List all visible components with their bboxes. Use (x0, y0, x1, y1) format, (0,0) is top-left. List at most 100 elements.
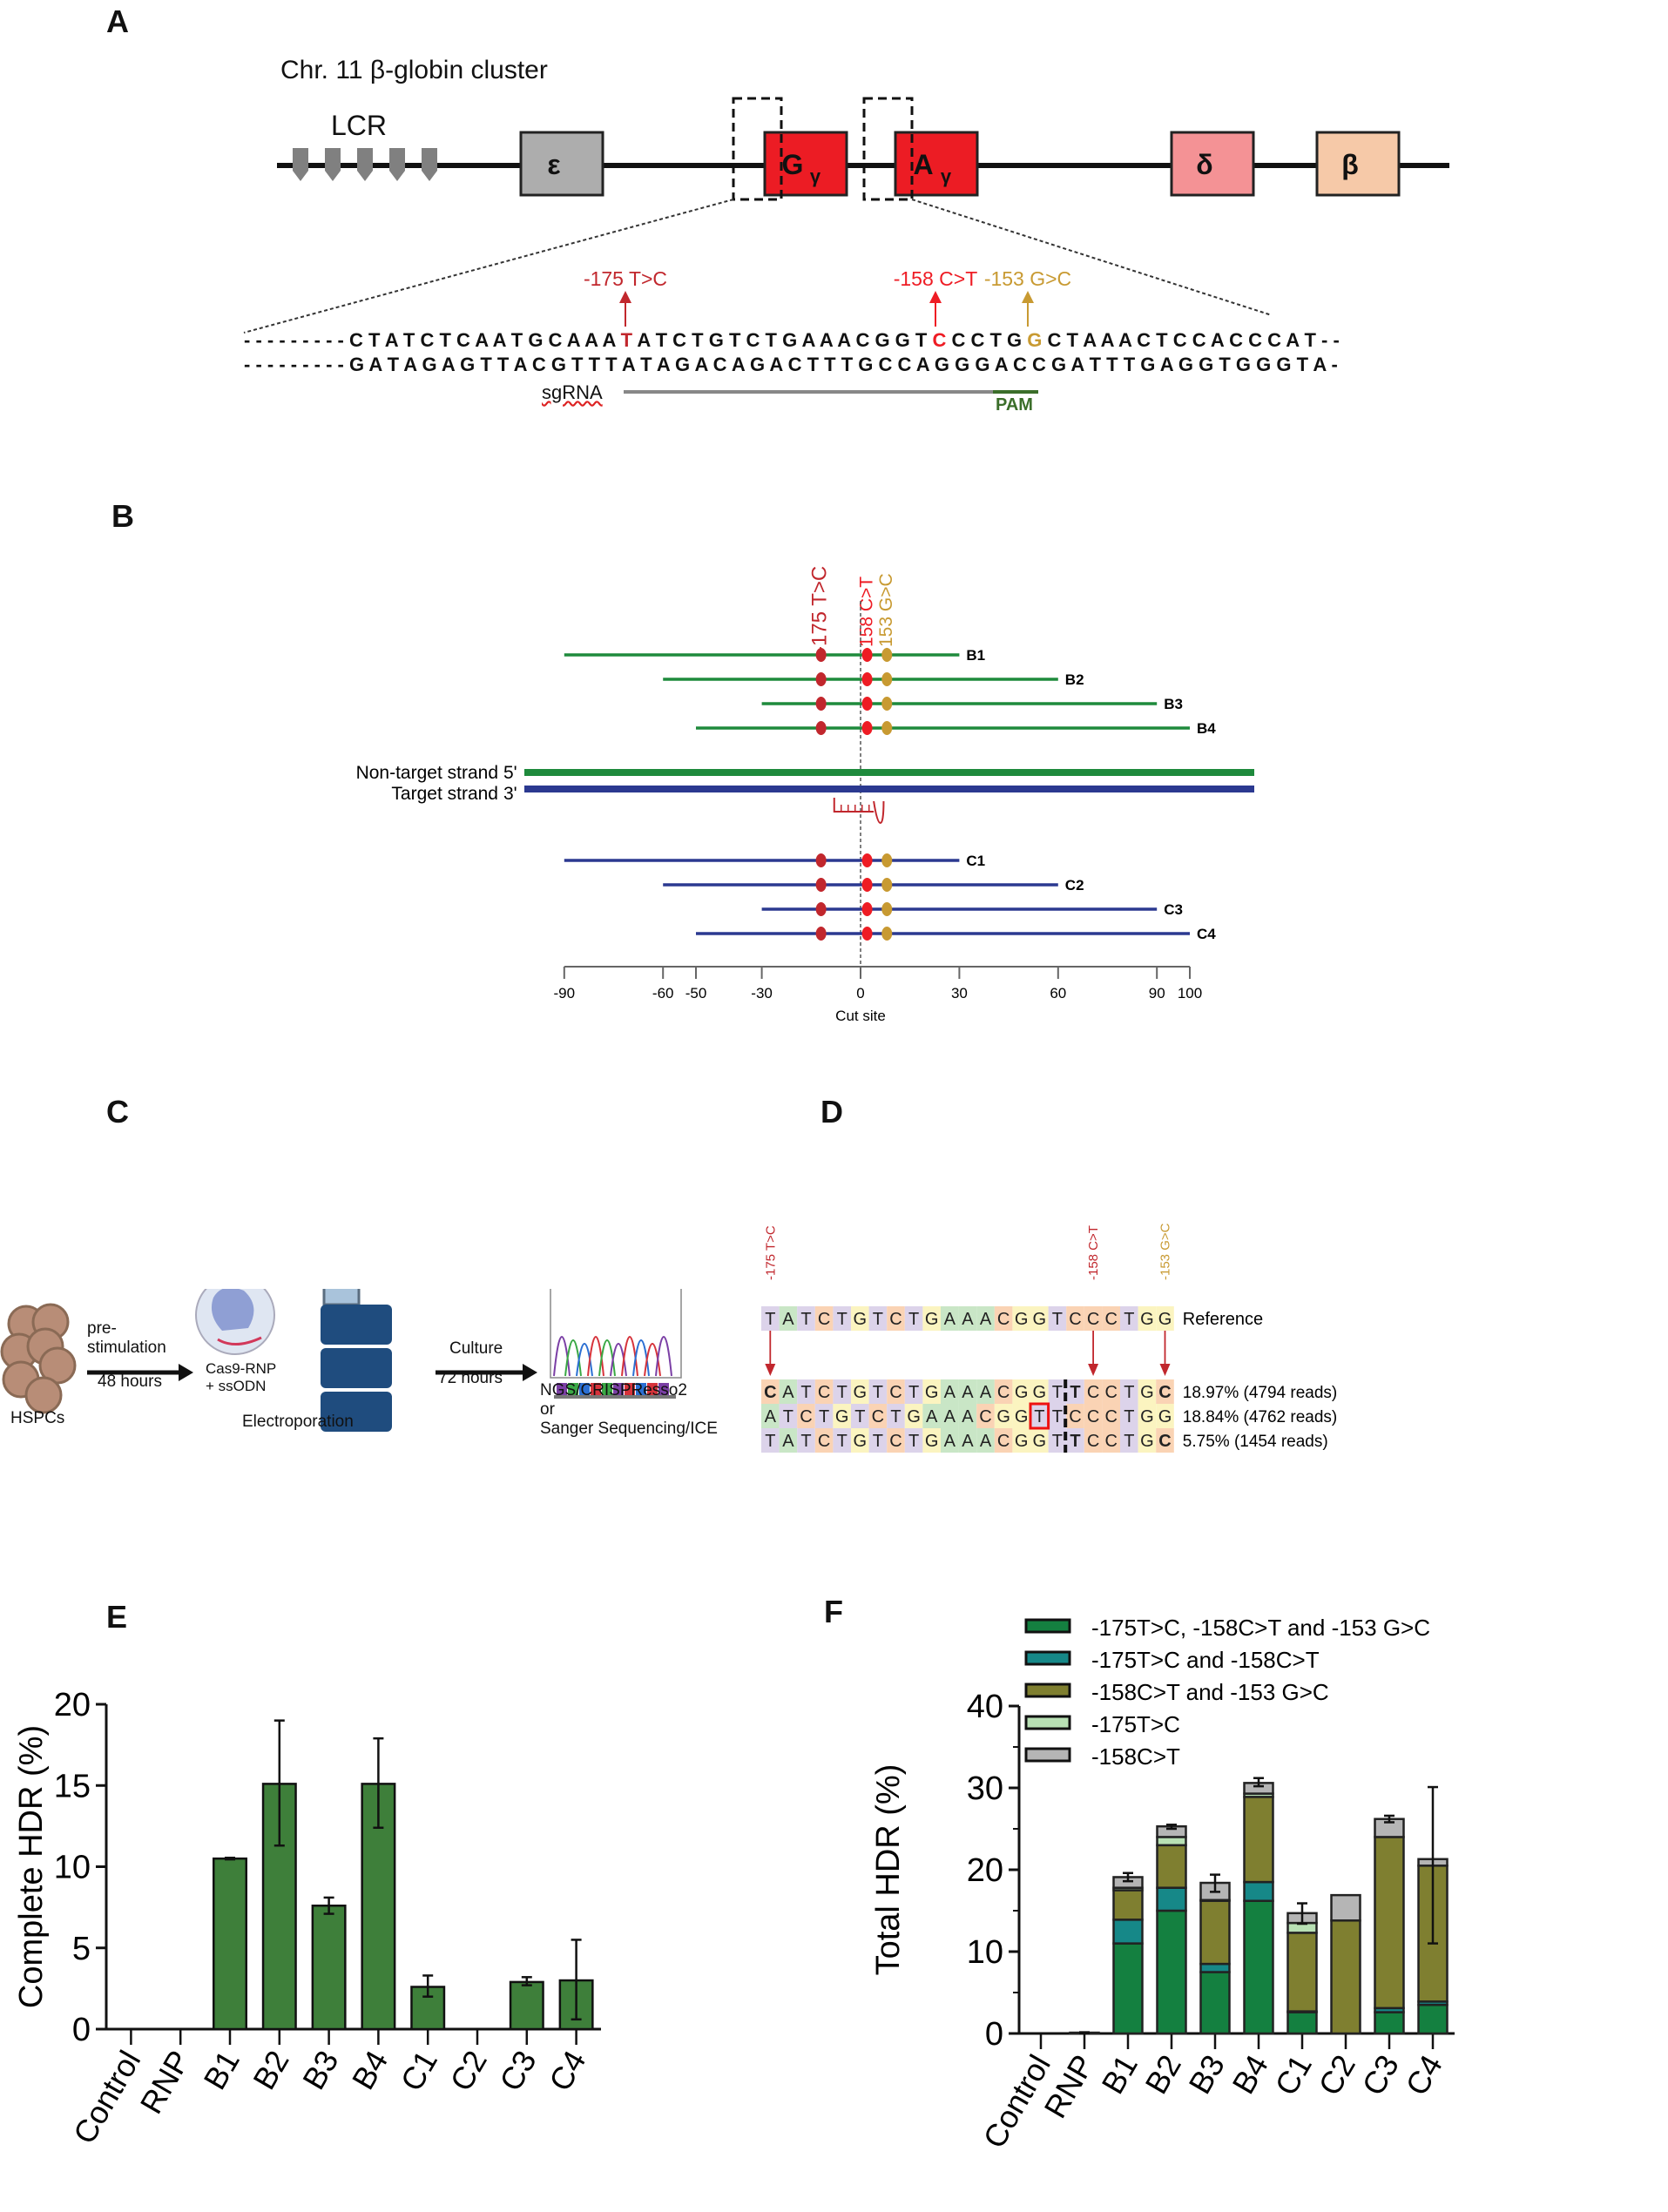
bar-B1 (213, 1857, 247, 2031)
reference-cell (779, 1306, 798, 1331)
reference-label: Reference (1183, 1310, 1263, 1329)
reference-cell (976, 1306, 995, 1331)
nucleotide: G (925, 1432, 939, 1451)
snp-dot (881, 927, 893, 941)
b-axis-tick-label: 30 (951, 985, 968, 1001)
stacked-segment-B2 (1156, 1909, 1187, 2035)
mutation-arrow-head (1159, 1364, 1171, 1376)
snp-dot (815, 878, 827, 892)
nucleotide: T (439, 329, 456, 351)
b-axis-tick-label: 0 (856, 985, 864, 1001)
nucleotide: T (1070, 1432, 1080, 1451)
mutation-arrow-head (929, 291, 942, 303)
non-target-end-label: 5' (503, 763, 517, 783)
read-0-cell (1030, 1379, 1049, 1404)
non-target-strand-label: Non-target strand (356, 763, 498, 783)
nucleotide: G (996, 1407, 1010, 1426)
gene-box-0 (519, 131, 604, 197)
base-call-T (625, 1383, 635, 1395)
nucleotide: C (800, 1407, 812, 1426)
nucleotide: T (1034, 1407, 1044, 1426)
read-2-cell (1102, 1428, 1120, 1453)
base-call-C (579, 1383, 590, 1395)
nucleotide: T (496, 354, 514, 375)
chromatogram-icon (550, 1289, 682, 1399)
x-tick-label: C3 (492, 2045, 544, 2097)
base-call-G (557, 1383, 567, 1395)
nucleotide: T (728, 329, 746, 351)
y-tick-label: 15 (54, 1768, 91, 1804)
nucleotide: C (1012, 354, 1032, 375)
read-1-cell (761, 1404, 780, 1428)
nucleotide: G (1033, 1310, 1047, 1329)
gene-label: δ (1196, 149, 1212, 180)
nucleotide: G (708, 329, 729, 351)
nucleotide: C (979, 1407, 991, 1426)
legend-label: -158C>T (1091, 1743, 1180, 1770)
b-axis-tick-label: -30 (751, 985, 773, 1001)
nucleotide: G (1140, 1383, 1154, 1402)
nucleotide: T (1070, 1383, 1080, 1402)
read-1-cell (868, 1404, 888, 1428)
donor-label: C3 (1164, 901, 1183, 918)
nucleotide: A (944, 1432, 956, 1451)
panel-letter-a: A (106, 3, 129, 39)
gene-box-3 (1170, 131, 1255, 197)
nucleotide: G (782, 329, 802, 351)
nucleotide: T (800, 1383, 811, 1402)
nucleotide: G (348, 354, 369, 375)
read-2-cell (1120, 1428, 1138, 1453)
snp-dot (881, 853, 893, 867)
nucleotide: A (441, 354, 461, 375)
read-0-cell (1102, 1379, 1120, 1404)
prestim-duration: 48 hours (98, 1372, 162, 1391)
nucleotide: C (897, 354, 916, 375)
nucleotide: T (1219, 354, 1236, 375)
prestim-label-line2: stimulation (87, 1339, 166, 1357)
donor-label: B2 (1065, 671, 1084, 688)
nucleotide: C (672, 329, 692, 351)
nucleotide: T (890, 1407, 901, 1426)
nucleotide: A (980, 1432, 992, 1451)
nucleotide: A (962, 1407, 974, 1426)
x-tick-label: C4 (542, 2045, 593, 2097)
x-tick-label: C1 (1267, 2049, 1319, 2101)
nucleotide: G (1050, 354, 1071, 375)
read-frequency-label: 18.97% (4794 reads) (1183, 1384, 1337, 1402)
hspcs-label: HSPCs (10, 1409, 65, 1427)
nucleotide: C (889, 1432, 902, 1451)
nucleotide: C (1087, 1383, 1099, 1402)
read-1-cell (887, 1404, 905, 1428)
base-call-A (602, 1383, 612, 1395)
stacked-segment-B3 (1199, 1962, 1231, 1973)
read-1-cell (976, 1404, 995, 1428)
rnp-label: Cas9-RNP + ssODN (206, 1360, 276, 1395)
read-2-cell (1030, 1428, 1049, 1453)
mutation-label-vertical: -153 G>C (876, 573, 896, 653)
base-call-T (647, 1383, 658, 1395)
prestim-label: pre- stimulation (87, 1319, 166, 1358)
gene-box-1 (763, 131, 848, 197)
nucleotide: A (513, 354, 532, 375)
stacked-segment-B1 (1112, 1919, 1144, 1945)
reference-cell (1102, 1306, 1120, 1331)
bar-C3 (509, 1980, 544, 2031)
nucleotide: C (787, 354, 807, 375)
nucleotide: C (1087, 1407, 1099, 1426)
nucleotide: A (1083, 329, 1101, 351)
nucleotide: G (1015, 1432, 1029, 1451)
legend-label: -175T>C, -158C>T and -153 G>C (1091, 1615, 1430, 1641)
legend-label: -175T>C (1091, 1711, 1180, 1737)
reference-cell (851, 1306, 869, 1331)
reference-cell (1066, 1306, 1084, 1331)
nucleotide: A (782, 1310, 794, 1329)
stacked-segment-C3 (1374, 2011, 1405, 2035)
read-2-cell (868, 1428, 888, 1453)
nucleotide: C (818, 1310, 830, 1329)
stacked-segment-B2 (1156, 1836, 1187, 1847)
gene-label: β (1341, 149, 1359, 180)
x-tick-label: B4 (1225, 2049, 1275, 2101)
x-tick-label: C2 (442, 2045, 494, 2097)
nucleotide: T (807, 354, 825, 375)
panel-letter-e: E (106, 1599, 128, 1635)
